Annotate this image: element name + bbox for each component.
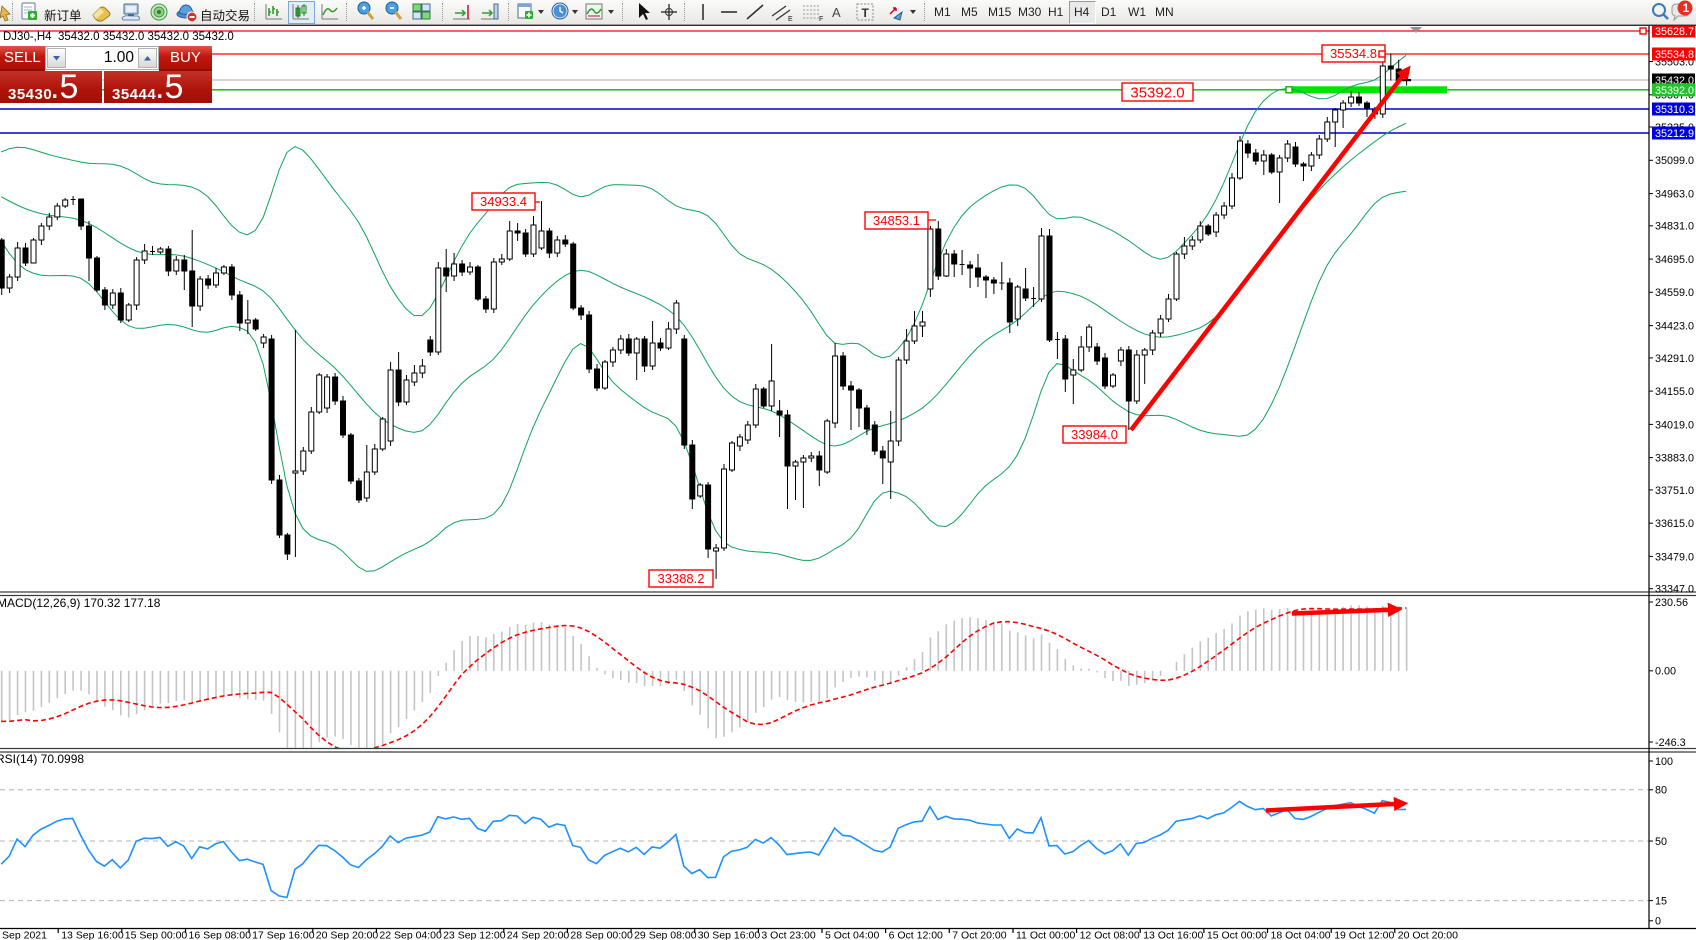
svg-text:22 Sep 04:00: 22 Sep 04:00 [379, 930, 442, 940]
svg-text:Sep 2021: Sep 2021 [2, 930, 47, 940]
svg-text:33984.0: 33984.0 [1071, 427, 1118, 442]
svg-text:23 Sep 12:00: 23 Sep 12:00 [443, 930, 506, 940]
svg-text:35534.8: 35534.8 [1655, 49, 1694, 61]
svg-text:35099.0: 35099.0 [1655, 155, 1694, 167]
svg-text:34423.0: 34423.0 [1655, 321, 1694, 333]
svg-text:33751.0: 33751.0 [1655, 485, 1694, 497]
svg-text:29 Sep 08:00: 29 Sep 08:00 [634, 930, 697, 940]
svg-text:15 Oct 00:00: 15 Oct 00:00 [1207, 930, 1267, 940]
svg-text:7 Oct 20:00: 7 Oct 20:00 [952, 930, 1006, 940]
svg-text:0.00: 0.00 [1655, 666, 1676, 678]
svg-text:34963.0: 34963.0 [1655, 188, 1694, 200]
svg-text:13 Sep 16:00: 13 Sep 16:00 [61, 930, 124, 940]
svg-text:6 Oct 12:00: 6 Oct 12:00 [889, 930, 943, 940]
svg-text:35628.7: 35628.7 [1655, 26, 1694, 38]
svg-text:MACD(12,26,9) 170.32 177.18: MACD(12,26,9) 170.32 177.18 [0, 596, 161, 610]
svg-text:17 Sep 16:00: 17 Sep 16:00 [252, 930, 315, 940]
svg-text:16 Sep 08:00: 16 Sep 08:00 [189, 930, 252, 940]
svg-text:34155.0: 34155.0 [1655, 386, 1694, 398]
svg-text:35534.8: 35534.8 [1330, 46, 1377, 61]
svg-text:15: 15 [1655, 896, 1667, 908]
svg-text:RSI(14) 70.0998: RSI(14) 70.0998 [0, 752, 84, 766]
svg-text:20 Sep 20:00: 20 Sep 20:00 [316, 930, 379, 940]
svg-text:35392.0: 35392.0 [1655, 85, 1694, 97]
svg-text:35212.9: 35212.9 [1655, 128, 1694, 140]
svg-text:1: 1 [1683, 3, 1690, 15]
svg-text:35310.3: 35310.3 [1655, 104, 1694, 116]
svg-text:33388.2: 33388.2 [658, 571, 705, 586]
svg-text:DJ30-,H4 35432.0 35432.0 3543: DJ30-,H4 35432.0 35432.0 35432.0 35432.0 [3, 31, 234, 43]
svg-text:34853.1: 34853.1 [873, 213, 920, 228]
svg-text:5 Oct 04:00: 5 Oct 04:00 [825, 930, 879, 940]
svg-text:11 Oct 00:00: 11 Oct 00:00 [1016, 930, 1076, 940]
svg-text:28 Sep 00:00: 28 Sep 00:00 [570, 930, 633, 940]
svg-text:T: T [862, 6, 870, 20]
svg-text:34559.0: 34559.0 [1655, 287, 1694, 299]
svg-text:15 Sep 00:00: 15 Sep 00:00 [125, 930, 188, 940]
svg-text:100: 100 [1655, 756, 1673, 768]
svg-text:13 Oct 16:00: 13 Oct 16:00 [1143, 930, 1203, 940]
svg-text:-246.3: -246.3 [1655, 737, 1686, 749]
svg-text:34019.0: 34019.0 [1655, 419, 1694, 431]
svg-text:33479.0: 33479.0 [1655, 551, 1694, 563]
svg-text:34831.0: 34831.0 [1655, 221, 1694, 233]
svg-text:34933.4: 34933.4 [480, 194, 527, 209]
svg-text:34695.0: 34695.0 [1655, 254, 1694, 266]
svg-text:30 Sep 16:00: 30 Sep 16:00 [698, 930, 761, 940]
svg-text:19 Oct 12:00: 19 Oct 12:00 [1334, 930, 1394, 940]
svg-text:18 Oct 04:00: 18 Oct 04:00 [1271, 930, 1331, 940]
svg-text:20 Oct 20:00: 20 Oct 20:00 [1398, 930, 1458, 940]
svg-text:35392.0: 35392.0 [1130, 84, 1184, 101]
svg-text:F: F [819, 16, 823, 23]
svg-text:50: 50 [1655, 836, 1667, 848]
svg-text:24 Sep 20:00: 24 Sep 20:00 [507, 930, 570, 940]
svg-text:12 Oct 08:00: 12 Oct 08:00 [1080, 930, 1140, 940]
svg-text:E: E [788, 16, 793, 23]
svg-text:33347.0: 33347.0 [1655, 584, 1694, 596]
svg-text:33883.0: 33883.0 [1655, 453, 1694, 465]
svg-text:33615.0: 33615.0 [1655, 518, 1694, 530]
svg-text:34291.0: 34291.0 [1655, 353, 1694, 365]
svg-text:230.56: 230.56 [1655, 597, 1688, 609]
svg-text:3 Oct 23:00: 3 Oct 23:00 [761, 930, 815, 940]
svg-text:0: 0 [1655, 916, 1661, 928]
svg-text:80: 80 [1655, 785, 1667, 797]
